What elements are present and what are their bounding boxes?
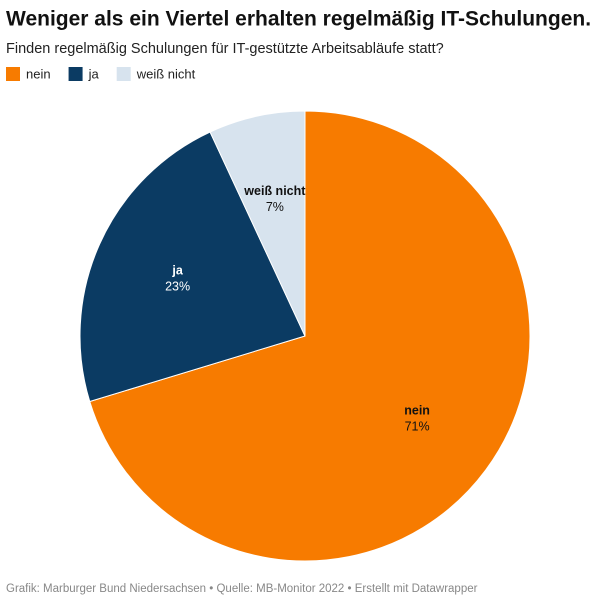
- slice-value: 23%: [165, 279, 190, 293]
- chart-subtitle: Finden regelmäßig Schulungen für IT-gest…: [6, 41, 444, 57]
- legend-label: ja: [88, 66, 100, 81]
- slice-value: 71%: [405, 419, 430, 433]
- slice-label: weiß nicht: [243, 184, 306, 198]
- legend-swatch: [68, 67, 83, 81]
- slice-label: nein: [404, 403, 430, 417]
- pie-slice: [79, 131, 306, 403]
- legend-label: nein: [26, 66, 51, 81]
- slice-value: 7%: [266, 200, 284, 214]
- source-note: Grafik: Marburger Bund Niedersachsen • Q…: [6, 583, 478, 595]
- slice-label: ja: [171, 263, 183, 277]
- chart-title: Weniger als ein Viertel erhalten regelmä…: [6, 8, 591, 31]
- pie-slice: [89, 110, 531, 562]
- legend-swatch: [6, 67, 20, 81]
- legend-swatch: [116, 67, 131, 81]
- legend-label: weiß nicht: [136, 66, 196, 81]
- pie-slice: [209, 110, 306, 337]
